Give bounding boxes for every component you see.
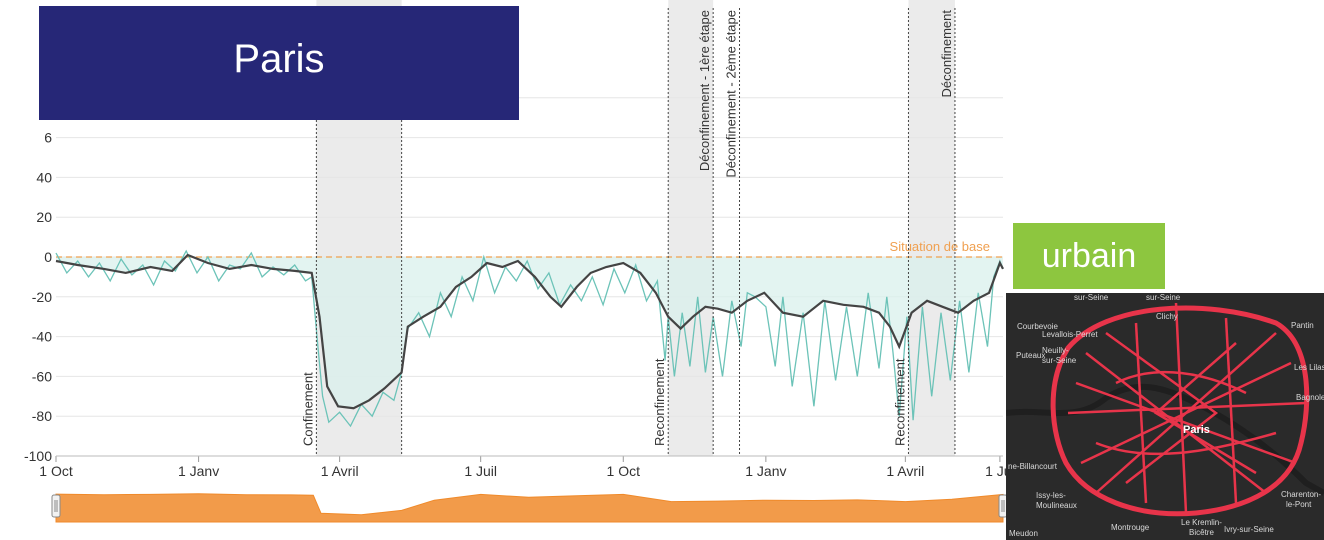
map-label: le-Pont [1286,500,1312,509]
x-tick-label-4: 1 Oct [607,463,641,479]
event-label-3: Déconfinement - 1ère étape [697,10,712,171]
baseline-label: Situation de base [890,239,990,254]
y-tick-label-8: -80 [32,408,52,424]
area-type-tag: urbain [1013,223,1165,289]
map-label: Moulineaux [1036,501,1077,510]
navigator-handle-left[interactable] [51,494,61,518]
range-navigator[interactable] [51,493,1008,523]
shaded-period-1 [668,0,714,456]
x-tick-label-5: 1 Janv [745,463,786,479]
map-label: sur-Seine [1042,356,1077,365]
map-label: Les Lilas [1294,363,1324,372]
map-label: Le Kremlin- [1181,518,1222,527]
y-tick-label-2: 40 [36,169,52,185]
event-label-2: Reconfinement [652,358,667,446]
event-label-6: Déconfinement [939,10,954,98]
map-label: Paris [1183,424,1210,436]
x-axis-ticks: 1 Oct 1 Janv 1 Avril 1 Juil 1 Oct 1 Janv 1 Avr… [39,456,1015,479]
map-label: Pantin [1291,321,1314,330]
event-label-4: Déconfinement - 2ème étape [724,10,739,178]
road-network-map: sur-Seine Clichy Courbevoie Levallois-Perre… [1006,293,1324,540]
average-series-line [55,253,1004,410]
seine-river [1006,383,1324,496]
map-label: Issy-les- [1036,491,1066,500]
y-axis-ticks: 8640200-20-40-60-80-100 [24,90,52,464]
route-segments [1067,302,1307,514]
y-tick-label-6: -40 [32,329,52,345]
y-tick-label-9: -100 [24,448,52,464]
event-label-5: Reconfinement [893,358,908,446]
map-label: Courbevoie [1017,322,1058,331]
map-label: Clichy [1156,312,1178,321]
y-tick-label-4: 0 [44,249,52,265]
y-tick-label-5: -20 [32,289,52,305]
city-title: Paris [39,6,519,120]
x-tick-label-0: 1 Oct [39,463,73,479]
event-label-0: Confinement [300,372,315,446]
y-tick-label-1: 6 [44,130,52,146]
x-tick-label-6: 1 Avril [886,463,924,479]
map-label: Levallois-Perret [1042,330,1098,339]
map-label: sur-Seine [1074,293,1109,302]
map-label: Bagnolet [1296,393,1324,402]
map-label: Meudon [1009,529,1038,538]
map-label: Bicêtre [1189,528,1214,537]
road-network-svg [1006,302,1324,517]
y-tick-label-3: 20 [36,209,52,225]
map-label: Ivry-sur-Seine [1224,525,1274,534]
ring-road [1050,305,1310,517]
y-tick-label-7: -60 [32,368,52,384]
navigator-area [55,493,1004,523]
x-tick-label-3: 1 Juil [464,463,497,479]
map-label: ne-Billancourt [1008,462,1057,471]
x-tick-label-1: 1 Janv [178,463,219,479]
x-tick-label-2: 1 Avril [321,463,359,479]
map-label: Neuilly- [1042,346,1069,355]
map-label: Charenton- [1281,490,1322,499]
event-markers: ConfinementDReconfinementDéconfinement -… [300,8,956,456]
baseline-gap-fill [56,255,1003,409]
map-label: Puteaux [1016,351,1046,360]
map-label: Montrouge [1111,523,1150,532]
map-label: sur-Seine [1146,293,1181,302]
